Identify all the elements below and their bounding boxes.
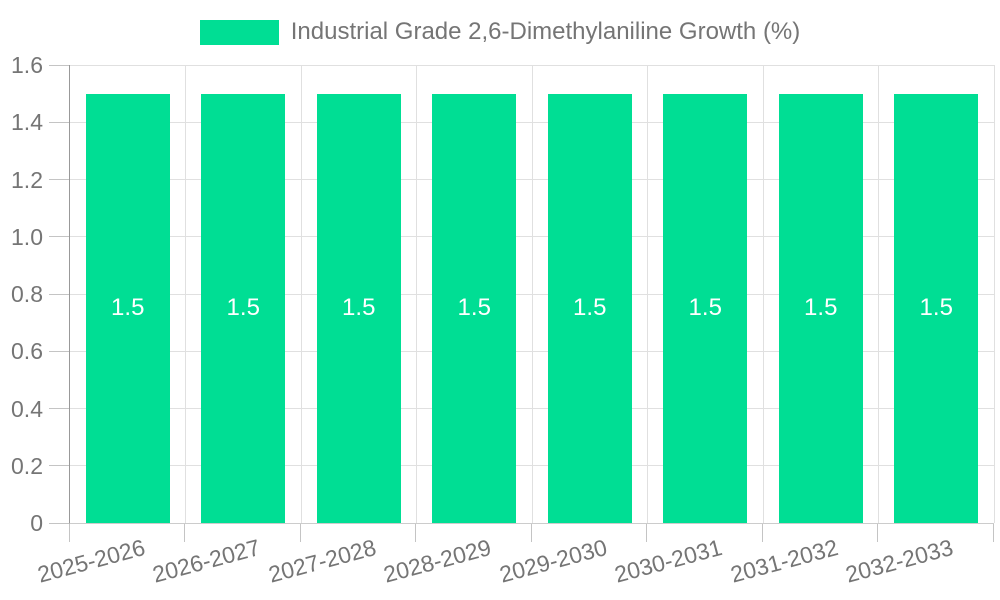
- y-axis: 0 0.2 0.4 0.6 0.8 1.0 1.2 1.4 1.6: [0, 53, 69, 535]
- legend-swatch: [199, 19, 279, 45]
- y-tick-label: 0: [30, 510, 43, 536]
- y-axis-tick: [49, 64, 69, 66]
- y-axis-tick: [49, 121, 69, 123]
- x-tick-label: 2031-2032: [727, 534, 841, 588]
- y-tick-label: 0.2: [11, 452, 43, 479]
- x-tick-label: 2026-2027: [149, 534, 263, 588]
- x-axis-tick: [68, 524, 70, 542]
- y-axis-tick: [49, 522, 69, 524]
- y-axis-tick: [49, 179, 69, 180]
- x-tick-label: 2025-2026: [34, 534, 148, 588]
- x-axis-tick: [992, 524, 994, 542]
- legend[interactable]: Industrial Grade 2,6-Dimethylaniline Gro…: [0, 18, 1000, 46]
- bar-value-label: 1.5: [457, 294, 491, 322]
- bar[interactable]: 1.5: [85, 93, 170, 523]
- y-tick-label: 1.4: [11, 109, 43, 136]
- vertical-gridline: [762, 65, 764, 523]
- vertical-gridline: [185, 65, 186, 523]
- x-tick-label: 2030-2031: [611, 534, 725, 588]
- bar[interactable]: 1.5: [778, 93, 863, 523]
- bar[interactable]: 1.5: [432, 93, 517, 523]
- vertical-gridline: [416, 65, 417, 523]
- bar-value-label: 1.5: [573, 294, 607, 322]
- bar-value-label: 1.5: [919, 294, 953, 322]
- x-axis-tick: [530, 524, 532, 542]
- x-axis-tick: [299, 524, 301, 542]
- bar[interactable]: 1.5: [201, 93, 286, 523]
- bar[interactable]: 1.5: [316, 93, 401, 523]
- x-axis-tick: [415, 524, 416, 542]
- y-tick-label: 1.6: [11, 52, 43, 78]
- vertical-gridline: [878, 65, 879, 523]
- bar-value-label: 1.5: [111, 294, 145, 322]
- x-tick-label: 2028-2029: [380, 534, 494, 588]
- bar[interactable]: 1.5: [547, 93, 632, 523]
- x-axis-tick: [646, 524, 647, 542]
- y-axis-tick: [49, 465, 69, 467]
- x-tick-label: 2032-2033: [842, 534, 956, 588]
- bar-value-label: 1.5: [342, 294, 376, 322]
- vertical-gridline: [531, 65, 533, 523]
- bar[interactable]: 1.5: [894, 93, 979, 523]
- bar-value-label: 1.5: [804, 294, 838, 322]
- y-tick-label: 0.8: [11, 281, 43, 307]
- y-tick-label: 1.0: [11, 223, 43, 250]
- y-axis-tick: [49, 236, 69, 238]
- x-axis-tick: [184, 524, 185, 542]
- y-axis-tick: [49, 408, 69, 409]
- y-tick-label: 1.2: [11, 166, 43, 193]
- x-tick-label: 2029-2030: [496, 534, 610, 588]
- y-tick-label: 0.6: [11, 338, 43, 365]
- y-axis-tick: [49, 350, 69, 352]
- bar-value-label: 1.5: [688, 294, 722, 322]
- x-axis-tick: [761, 524, 763, 542]
- legend-label: Industrial Grade 2,6-Dimethylaniline Gro…: [290, 18, 801, 45]
- vertical-gridline: [647, 65, 648, 523]
- y-axis-tick: [49, 293, 69, 295]
- x-axis: 2025-2026 2026-2027 2027-2028 2028-2029 2029…: [34, 524, 994, 600]
- x-axis-tick: [877, 524, 878, 542]
- vertical-gridline: [993, 65, 995, 523]
- y-tick-label: 0.4: [11, 395, 43, 422]
- plot-area: 1.5 1.5 1.5 1.5 1.5 1.5 1.5 1.5: [69, 64, 995, 524]
- vertical-gridline: [300, 65, 302, 523]
- x-tick-label: 2027-2028: [265, 534, 379, 588]
- bar[interactable]: 1.5: [663, 93, 748, 523]
- bar-value-label: 1.5: [226, 294, 260, 322]
